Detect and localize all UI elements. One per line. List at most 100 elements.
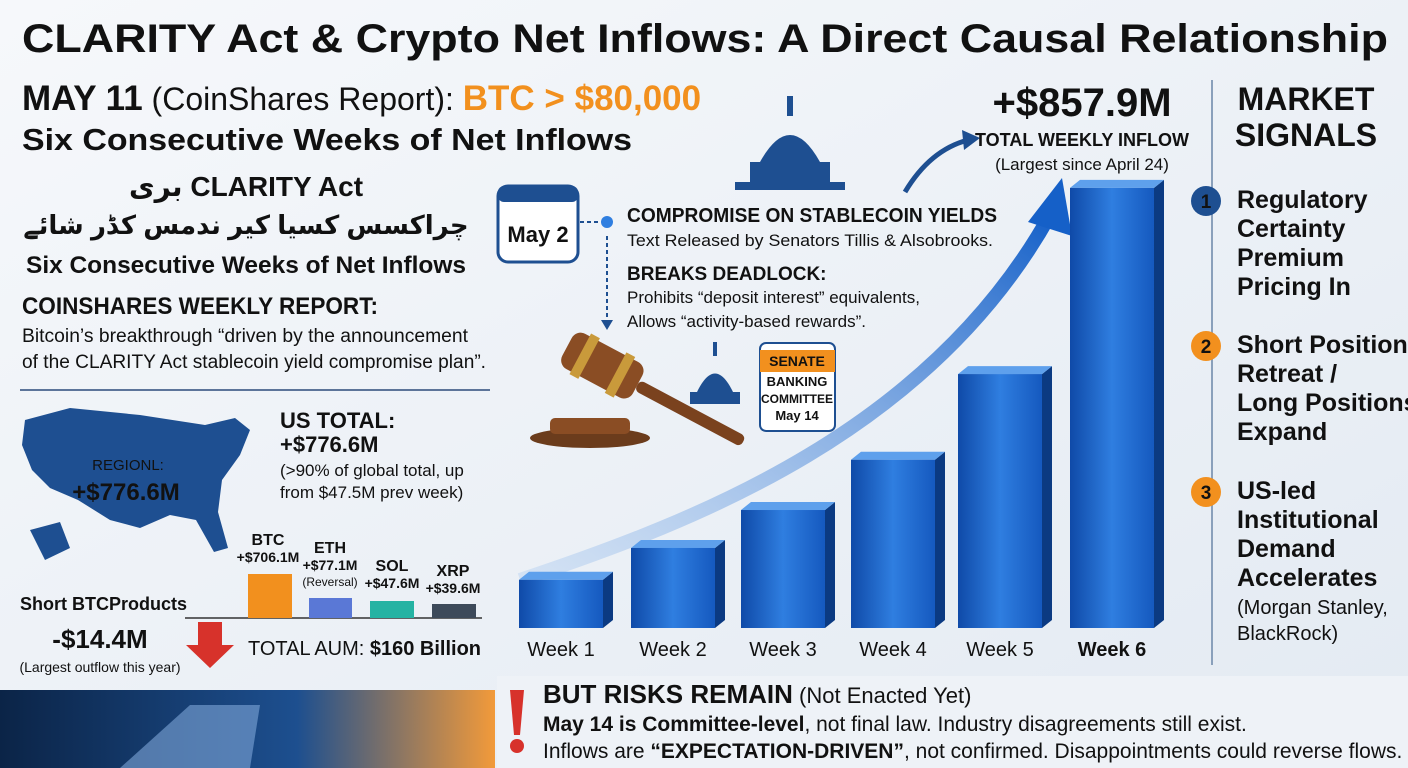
- x-tick-label: Week 3: [749, 639, 816, 661]
- risk-heading: BUT RISKS REMAIN (Not Enacted Yet): [543, 679, 971, 709]
- growth-arrow-head: [1028, 178, 1072, 236]
- title: CLARITY Act & Crypto Net Inflows: A Dire…: [22, 17, 1388, 61]
- signal-note: BlackRock): [1237, 623, 1338, 645]
- report-line: of the CLARITY Act stablecoin yield comp…: [22, 352, 486, 373]
- bar: [631, 547, 715, 628]
- bar-top: [519, 571, 613, 580]
- signal-badge: [1191, 186, 1221, 216]
- asset-name: XRP: [437, 563, 470, 580]
- bar-top: [741, 502, 835, 511]
- us-note: from $47.5M prev week): [280, 483, 463, 502]
- bar: [741, 510, 825, 628]
- timeline-heading: COMPROMISE ON STABLECOIN YIELDS: [627, 205, 997, 227]
- senate-band: [760, 350, 835, 372]
- content: CLARITY Act & Crypto Net Inflows: A Dire…: [19, 17, 1408, 763]
- bar-top: [958, 366, 1052, 375]
- us-value: +$776.6M: [280, 432, 378, 457]
- timeline-dot: [601, 216, 613, 228]
- headline-caption: TOTAL WEEKLY INFLOW: [975, 130, 1189, 150]
- signal-line: Premium: [1237, 244, 1344, 272]
- asset-name: BTC: [252, 532, 285, 549]
- bar-side: [825, 502, 835, 628]
- bar-side: [935, 451, 945, 628]
- risk-line-part: May 14 is Committee-level: [543, 713, 804, 736]
- summary-line: چراکسس کسیا کیر ندمس کڈر شائے: [23, 210, 468, 241]
- bar-side: [603, 571, 613, 628]
- asset-value: +$706.1M: [237, 549, 300, 565]
- us-heading: US TOTAL:: [280, 408, 395, 433]
- asset-name: SOL: [376, 558, 409, 575]
- bar: [1070, 187, 1154, 629]
- growth-arrow: [517, 211, 1057, 587]
- photo-shape: [120, 705, 260, 768]
- committee-line: SENATE: [769, 353, 825, 369]
- signal-line: Short Positions: [1237, 331, 1408, 359]
- risk-line: May 14 is Committee-level, not final law…: [543, 713, 1247, 736]
- x-tick-label: Week 6: [1078, 639, 1147, 661]
- bar: [851, 459, 935, 628]
- asset-value: +$47.6M: [365, 575, 420, 591]
- timeline-point: Prohibits “deposit interest” equivalents…: [627, 288, 920, 307]
- signal-note: (Morgan Stanley,: [1237, 597, 1388, 619]
- risk-heading-part: (Not Enacted Yet): [793, 683, 972, 708]
- bar-side: [1042, 366, 1052, 628]
- summary-line: Six Consecutive Weeks of Net Inflows: [26, 252, 466, 279]
- risk-panel: [497, 676, 1408, 768]
- summary-line: بری CLARITY Act: [129, 171, 363, 203]
- headline-value: +$857.9M: [992, 81, 1171, 125]
- risk-line-part: Inflows are: [543, 740, 650, 763]
- asset-value: +$39.6M: [426, 580, 481, 596]
- signal-number: 1: [1201, 192, 1212, 213]
- capitol-large: [735, 96, 845, 190]
- signal-line: Retreat /: [1237, 360, 1337, 388]
- risk-line-part: , not final law. Industry disagreements …: [804, 713, 1246, 736]
- map-value: +$776.6M: [72, 479, 179, 506]
- report-line: Bitcoin’s breakthrough “driven by the an…: [22, 326, 469, 347]
- signal-line: US-led: [1237, 477, 1316, 505]
- committee-line: BANKING: [767, 374, 828, 389]
- aum-part: TOTAL AUM:: [248, 638, 370, 660]
- x-tick-label: Week 2: [639, 639, 706, 661]
- signal-line: Institutional: [1237, 506, 1379, 534]
- x-tick-label: Week 1: [527, 639, 594, 661]
- risk-line: Inflows are “EXPECTATION-DRIVEN”, not co…: [543, 740, 1402, 763]
- committee-line: May 14: [775, 408, 819, 423]
- asset-bar: [309, 598, 352, 618]
- asset-bar: [432, 604, 476, 618]
- signals-heading: SIGNALS: [1235, 117, 1377, 153]
- timeline-detail: Text Released by Senators Tillis & Alsob…: [627, 231, 993, 250]
- date-line-part: (CoinShares Report):: [143, 81, 463, 117]
- gavel-base: [550, 418, 630, 434]
- short-note: (Largest outflow this year): [19, 659, 180, 675]
- bar: [519, 579, 603, 628]
- signal-badge: [1191, 477, 1221, 507]
- aum-part: $160 Billion: [370, 638, 481, 660]
- signals-heading: MARKET: [1238, 81, 1375, 117]
- signal-number: 3: [1201, 483, 1212, 504]
- signal-line: Expand: [1237, 418, 1327, 446]
- asset-note: (Reversal): [302, 575, 357, 589]
- report-heading: COINSHARES WEEKLY REPORT:: [22, 293, 378, 320]
- asset-value: +$77.1M: [303, 557, 358, 573]
- headline-arrow-head: [962, 130, 980, 150]
- signal-number: 2: [1201, 337, 1212, 358]
- signal-line: Long Positions: [1237, 389, 1408, 417]
- signal-line: Accelerates: [1237, 564, 1377, 592]
- capitol-small: [690, 342, 740, 404]
- bar-top: [631, 539, 725, 548]
- map-label: REGIONL:: [92, 457, 164, 474]
- timeline-point: Allows “activity-based rewards”.: [627, 312, 866, 331]
- bar-top: [1070, 179, 1164, 188]
- date-line: MAY 11 (CoinShares Report): BTC > $80,00…: [22, 79, 701, 118]
- date-line-part: MAY 11: [22, 79, 143, 118]
- risk-line-part: , not confirmed. Disappointments could r…: [904, 740, 1402, 763]
- alert-dot: [510, 739, 524, 753]
- headline-arrow: [902, 137, 969, 194]
- headline-note: (Largest since April 24): [995, 155, 1169, 174]
- signal-line: Pricing In: [1237, 273, 1351, 301]
- bar-side: [1154, 179, 1164, 629]
- us-map: [22, 408, 250, 552]
- risk-line-part: “EXPECTATION-DRIVEN”: [650, 740, 904, 763]
